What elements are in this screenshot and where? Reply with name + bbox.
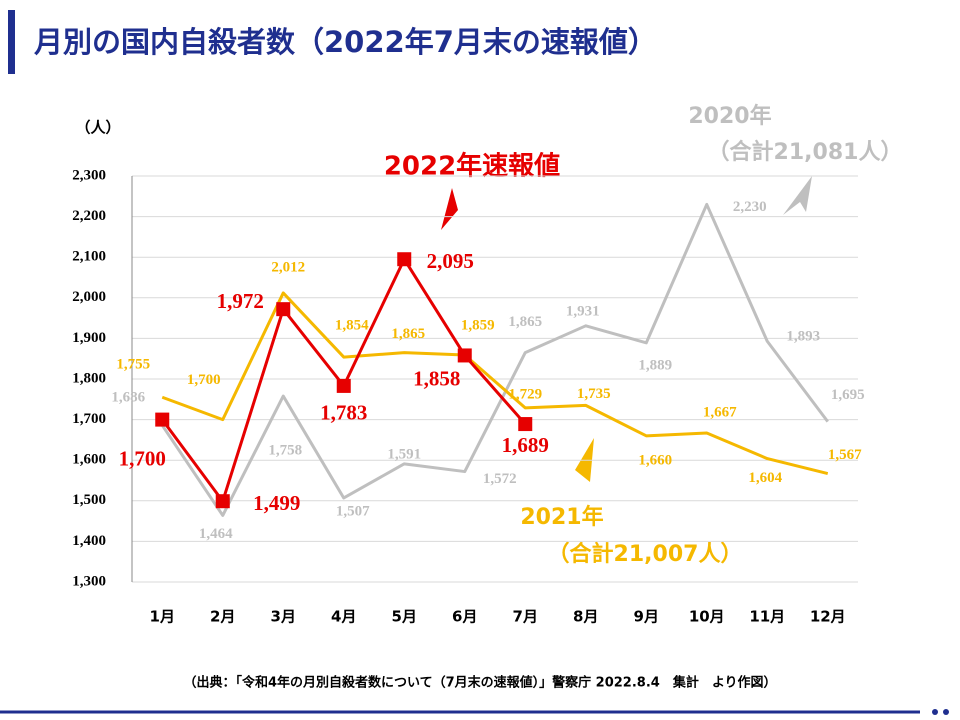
x-tick-label: 1月 [150,608,175,626]
x-tick-label: 10月 [689,608,725,626]
x-tick-label: 11月 [749,608,785,626]
x-tick-label: 9月 [634,608,659,626]
marker [155,412,170,427]
value-label: 2,095 [427,249,474,273]
marker [457,348,472,363]
value-label: 1,783 [320,401,367,425]
marker [518,417,533,432]
value-label: 1,572 [483,471,517,487]
y-tick-label: 1,300 [72,573,106,589]
value-label: 1,729 [508,386,542,402]
x-tick-label: 12月 [810,608,846,626]
y-tick-label: 2,100 [72,249,106,265]
footer-dot [943,709,949,715]
legend-2020: 2020年 [688,103,771,129]
value-label: 2,230 [733,199,767,215]
value-label: 1,689 [502,433,549,457]
x-tick-label: 2月 [210,608,235,626]
value-label: 1,499 [253,491,300,515]
title-bar [8,10,15,74]
value-label: 1,700 [119,446,166,470]
plot: 1,300 1,400 1,500 1,600 1,700 1,800 1,900 2,000… [72,167,864,625]
legend-2022: 2022年速報値 [384,151,560,182]
x-tick-label: 8月 [573,608,598,626]
legend-2021: 2021年 [520,504,603,530]
value-label: 1,893 [786,329,820,345]
y-tick-label: 2,000 [72,289,106,305]
y-tick-label: 1,700 [72,411,106,427]
x-tick-label: 4月 [331,608,356,626]
y-tick-label: 2,200 [72,208,106,224]
x-tick-label: 3月 [271,608,296,626]
value-label: 1,865 [391,326,425,342]
value-label: 1,604 [748,470,782,486]
value-label: 1,567 [828,447,862,463]
y-tick-label: 1,600 [72,452,106,468]
x-tick-label: 5月 [392,608,417,626]
value-label: 1,695 [831,387,865,403]
series-line [161,291,829,476]
total-2020: （合計21,081人） [708,139,903,165]
marker [215,494,230,509]
slide-title: 月別の国内自殺者数（2022年7月末の速報値） [33,25,657,59]
value-label: 1,755 [116,357,150,373]
arrow-2020 [783,176,812,215]
value-label: 1,859 [461,317,495,333]
value-label: 2,012 [271,259,305,275]
value-label: 1,667 [703,404,737,420]
footer-dot [932,709,938,715]
total-2021: （合計21,007人） [548,541,743,567]
value-label: 1,735 [577,386,611,402]
value-label: 1,591 [387,446,421,462]
value-label: 1,858 [413,366,460,390]
value-label: 1,507 [336,503,370,519]
marker [276,302,291,317]
value-label: 1,700 [187,372,221,388]
value-label: 1,889 [638,357,672,373]
y-tick-label: 1,900 [72,330,106,346]
x-tick-label: 7月 [513,608,538,626]
value-label: 1,972 [217,289,264,313]
y-unit: （人） [75,119,120,137]
value-label: 1,660 [638,452,672,468]
arrow-2022 [441,188,458,230]
value-label: 1,686 [111,390,145,406]
y-tick-label: 1,400 [72,533,106,549]
series-line [161,202,829,517]
value-label: 1,464 [199,526,233,542]
marker [397,252,412,267]
value-label: 1,854 [335,318,369,334]
source: （出典：「令和4年の月別自殺者数について（7月末の速報値）」警察庁 2022.8… [183,675,776,691]
value-label: 1,931 [566,303,600,319]
marker [336,378,351,393]
value-label: 1,865 [508,314,542,330]
y-tick-label: 1,500 [72,492,106,508]
value-label: 1,758 [268,442,302,458]
y-tick-label: 2,300 [72,167,106,183]
y-tick-label: 1,800 [72,370,106,386]
x-tick-label: 6月 [452,608,477,626]
